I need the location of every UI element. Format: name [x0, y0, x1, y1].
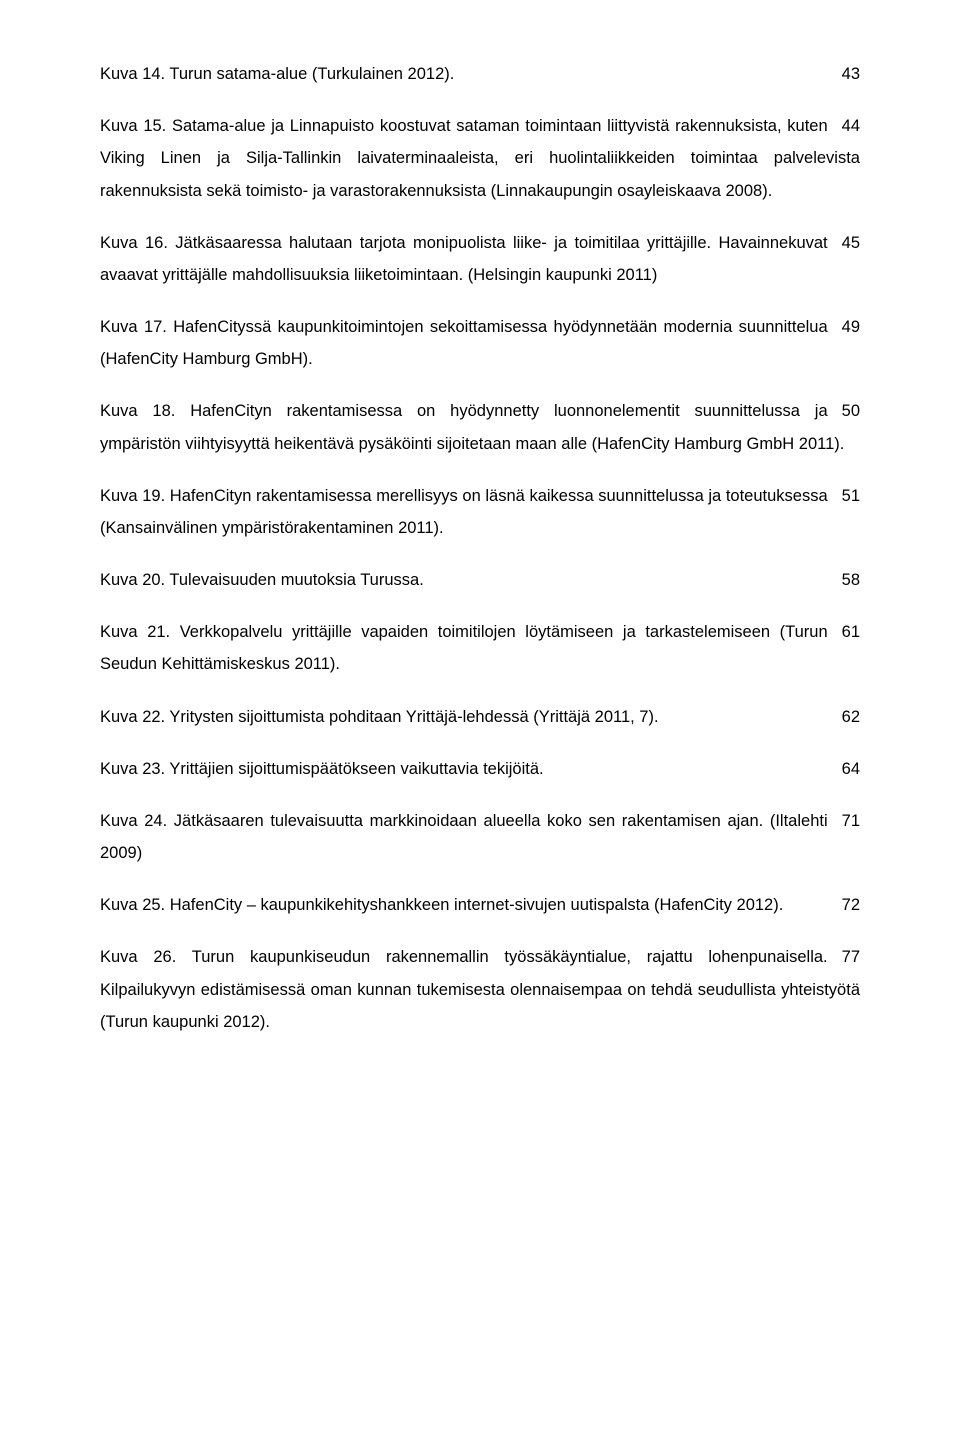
document-page: 43 Kuva 14. Turun satama-alue (Turkulaine… — [0, 0, 960, 1453]
entry-page-number: 71 — [828, 805, 860, 837]
entry-page-number: 49 — [828, 311, 860, 343]
entry-page-number: 44 — [828, 110, 860, 142]
figure-list-entry: 58 Kuva 20. Tulevaisuuden muutoksia Turus… — [100, 564, 860, 596]
entry-page-number: 61 — [828, 616, 860, 648]
entry-text: Kuva 25. HafenCity – kaupunkikehityshank… — [100, 896, 783, 914]
entry-text: Kuva 24. Jätkäsaaren tulevaisuutta markk… — [100, 812, 828, 862]
figure-list-entry: 71Kuva 24. Jätkäsaaren tulevaisuutta mar… — [100, 805, 860, 869]
entry-text: Kuva 26. Turun kaupunkiseudun rakennemal… — [100, 948, 860, 1030]
figure-list-entry: 64 Kuva 23. Yrittäjien sijoittumispäätöks… — [100, 753, 860, 785]
entry-page-number: 72 — [828, 889, 860, 921]
entry-page-number: 62 — [828, 701, 860, 733]
entry-text: Kuva 18. HafenCityn rakentamisessa on hy… — [100, 402, 844, 452]
figure-list-entry: 50Kuva 18. HafenCityn rakentamisessa on … — [100, 395, 860, 459]
entry-text: Kuva 15. Satama-alue ja Linnapuisto koos… — [100, 117, 860, 199]
entry-page-number: 64 — [828, 753, 860, 785]
figure-list-entry: 72 Kuva 25. HafenCity – kaupunkikehitysha… — [100, 889, 860, 921]
entry-text: Kuva 17. HafenCityssä kaupunkitoimintoje… — [100, 318, 828, 368]
entry-text: Kuva 21. Verkkopalvelu yrittäjille vapai… — [100, 623, 828, 673]
entry-text: Kuva 20. Tulevaisuuden muutoksia Turussa… — [100, 571, 424, 589]
figure-list-entry: 61Kuva 21. Verkkopalvelu yrittäjille vap… — [100, 616, 860, 680]
entry-page-number: 51 — [828, 480, 860, 512]
figure-list-entry: 44Kuva 15. Satama-alue ja Linnapuisto ko… — [100, 110, 860, 207]
entry-text: Kuva 16. Jätkäsaaressa halutaan tarjota … — [100, 234, 828, 284]
entry-page-number: 45 — [828, 227, 860, 259]
figure-list-entry: 43 Kuva 14. Turun satama-alue (Turkulaine… — [100, 58, 860, 90]
figure-list-entry: 77Kuva 26. Turun kaupunkiseudun rakennem… — [100, 941, 860, 1038]
figure-list-entry: 51Kuva 19. HafenCityn rakentamisessa mer… — [100, 480, 860, 544]
entry-page-number: 50 — [828, 395, 860, 427]
entry-page-number: 77 — [828, 941, 860, 973]
figure-list-entry: 49Kuva 17. HafenCityssä kaupunkitoiminto… — [100, 311, 860, 375]
entry-text: Kuva 23. Yrittäjien sijoittumispäätöksee… — [100, 760, 544, 778]
entry-page-number: 58 — [828, 564, 860, 596]
entry-text: Kuva 19. HafenCityn rakentamisessa merel… — [100, 487, 828, 537]
figure-list-entry: 62 Kuva 22. Yritysten sijoittumista pohdi… — [100, 701, 860, 733]
figure-list-entry: 45Kuva 16. Jätkäsaaressa halutaan tarjot… — [100, 227, 860, 291]
entry-text: Kuva 22. Yritysten sijoittumista pohdita… — [100, 708, 659, 726]
entry-page-number: 43 — [828, 58, 860, 90]
entry-text: Kuva 14. Turun satama-alue (Turkulainen … — [100, 65, 454, 83]
